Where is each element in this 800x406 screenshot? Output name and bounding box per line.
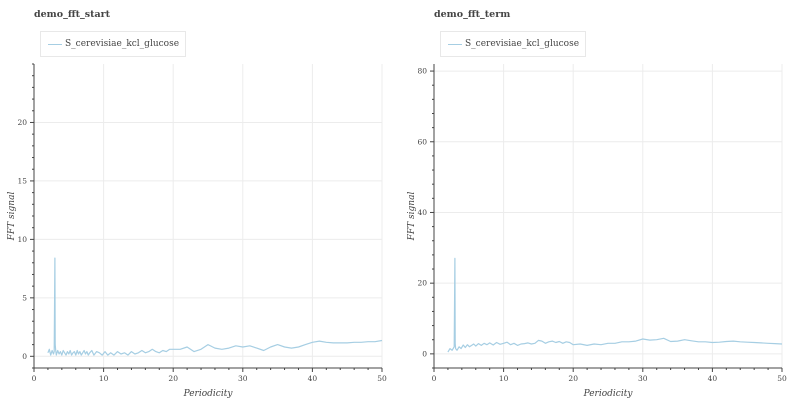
legend-label: S_cerevisiae_kcl_glucose <box>65 39 180 49</box>
y-tick-label: 80 <box>417 67 427 76</box>
x-tick-label: 50 <box>777 374 787 383</box>
legend: S_cerevisiae_kcl_glucose <box>440 31 587 57</box>
x-tick-label: 0 <box>32 374 37 383</box>
x-tick-label: 40 <box>708 374 718 383</box>
y-tick-label: 60 <box>417 137 427 146</box>
x-tick-label: 30 <box>238 374 248 383</box>
legend-label: S_cerevisiae_kcl_glucose <box>465 39 580 49</box>
x-tick-label: 40 <box>308 374 318 383</box>
chart-panel-start: demo_fft_start S_cerevisiae_kcl_glucose … <box>7 9 387 399</box>
y-tick-label: 40 <box>417 208 427 217</box>
plot-area: 0 10 20 30 40 50 0 5 10 15 20 Periodicity FFT signal <box>7 63 387 399</box>
x-tick-label: 30 <box>638 374 648 383</box>
x-tick-label: 10 <box>99 374 109 383</box>
x-axis-label: Periodicity <box>183 389 234 399</box>
x-tick-label: 20 <box>168 374 178 383</box>
legend-swatch <box>448 43 462 45</box>
x-axis-label: Periodicity <box>583 389 634 399</box>
y-axis-label: FFT signal <box>7 192 17 242</box>
y-tick-label: 15 <box>17 176 27 185</box>
y-tick-label: 20 <box>17 118 27 127</box>
x-tick-label: 0 <box>432 374 437 383</box>
chart-title: demo_fft_start <box>34 9 111 20</box>
legend-swatch <box>48 43 62 45</box>
y-tick-label: 0 <box>422 349 427 358</box>
series-line <box>447 257 783 353</box>
x-tick-label: 20 <box>568 374 578 383</box>
x-tick-label: 50 <box>377 374 387 383</box>
y-tick-label: 5 <box>22 293 27 302</box>
chart-panel-term: demo_fft_term S_cerevisiae_kcl_glucose 0… <box>400 0 800 406</box>
y-axis-label: FFT signal <box>407 192 417 242</box>
y-tick-label: 0 <box>22 352 27 361</box>
plot-area: 0 10 20 30 40 50 0 20 40 60 80 Periodicity FFT signa… <box>407 64 787 399</box>
y-tick-label: 20 <box>417 279 427 288</box>
x-tick-label: 10 <box>499 374 509 383</box>
series-line <box>47 257 383 356</box>
legend: S_cerevisiae_kcl_glucose <box>40 31 187 57</box>
chart-title: demo_fft_term <box>434 9 511 20</box>
y-tick-label: 10 <box>17 235 27 244</box>
